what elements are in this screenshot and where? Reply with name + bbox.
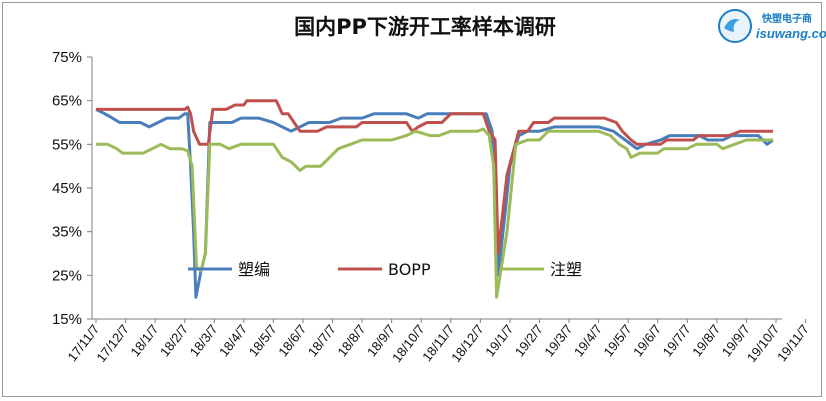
x-tick-label: 19/7/7 xyxy=(660,322,694,360)
x-tick-label: 19/1/7 xyxy=(482,322,516,360)
y-tick-label: 65% xyxy=(52,93,82,110)
x-tick-label: 19/6/7 xyxy=(630,322,664,360)
x-tick-label: 18/6/7 xyxy=(275,322,309,360)
legend-label: BOPP xyxy=(388,260,431,279)
chart-frame xyxy=(2,2,822,397)
y-tick-label: 75% xyxy=(52,49,82,66)
x-tick-label: 17/12/7 xyxy=(93,322,132,365)
legend-label: 塑编 xyxy=(238,260,270,279)
brand-domain: isuwang.co xyxy=(756,26,826,41)
x-tick-label: 18/10/7 xyxy=(389,322,428,365)
y-tick-label: 35% xyxy=(52,224,82,241)
series-line-bopp xyxy=(96,99,773,255)
legend: 塑编 BOPP 注塑 xyxy=(188,260,582,279)
x-tick-label: 18/7/7 xyxy=(305,322,339,360)
y-tick-label: 15% xyxy=(52,311,82,328)
series-line-woven xyxy=(95,108,774,299)
brand-logo-icon xyxy=(718,9,752,43)
x-tick-label: 19/8/7 xyxy=(689,322,723,360)
legend-label: 注塑 xyxy=(550,260,582,279)
brand-logo: 快塑电子商 isuwang.co xyxy=(718,9,826,43)
series-lines xyxy=(95,99,774,299)
x-axis-ticks: 17/11/717/12/718/1/718/2/718/3/718/4/718… xyxy=(64,319,812,365)
x-tick-label: 18/4/7 xyxy=(216,322,250,360)
x-tick-label: 19/2/7 xyxy=(512,322,546,360)
y-tick-label: 25% xyxy=(52,267,82,284)
series-line-injection xyxy=(96,127,773,299)
y-tick-label: 55% xyxy=(52,136,82,153)
brand-name-cn: 快塑电子商 xyxy=(761,12,812,25)
x-tick-label: 18/2/7 xyxy=(157,322,191,360)
x-tick-label: 18/12/7 xyxy=(448,322,487,365)
x-tick-label: 19/3/7 xyxy=(541,322,575,360)
brand-leaf-icon xyxy=(724,19,740,32)
x-tick-label: 19/11/7 xyxy=(774,322,812,365)
x-tick-label: 18/8/7 xyxy=(334,322,368,360)
y-axis-ticks: 75% 65% 55% 45% 35% 25% 15% xyxy=(52,49,92,328)
x-tick-label: 19/10/7 xyxy=(744,322,783,365)
y-tick-label: 45% xyxy=(52,180,82,197)
x-tick-label: 19/5/7 xyxy=(600,322,634,360)
x-tick-label: 18/1/7 xyxy=(127,322,161,360)
chart-title: 国内PP下游开工率样本调研 xyxy=(294,15,556,39)
x-tick-label: 18/3/7 xyxy=(187,322,221,360)
x-tick-label: 18/5/7 xyxy=(246,322,280,360)
x-tick-label: 19/4/7 xyxy=(571,322,605,360)
